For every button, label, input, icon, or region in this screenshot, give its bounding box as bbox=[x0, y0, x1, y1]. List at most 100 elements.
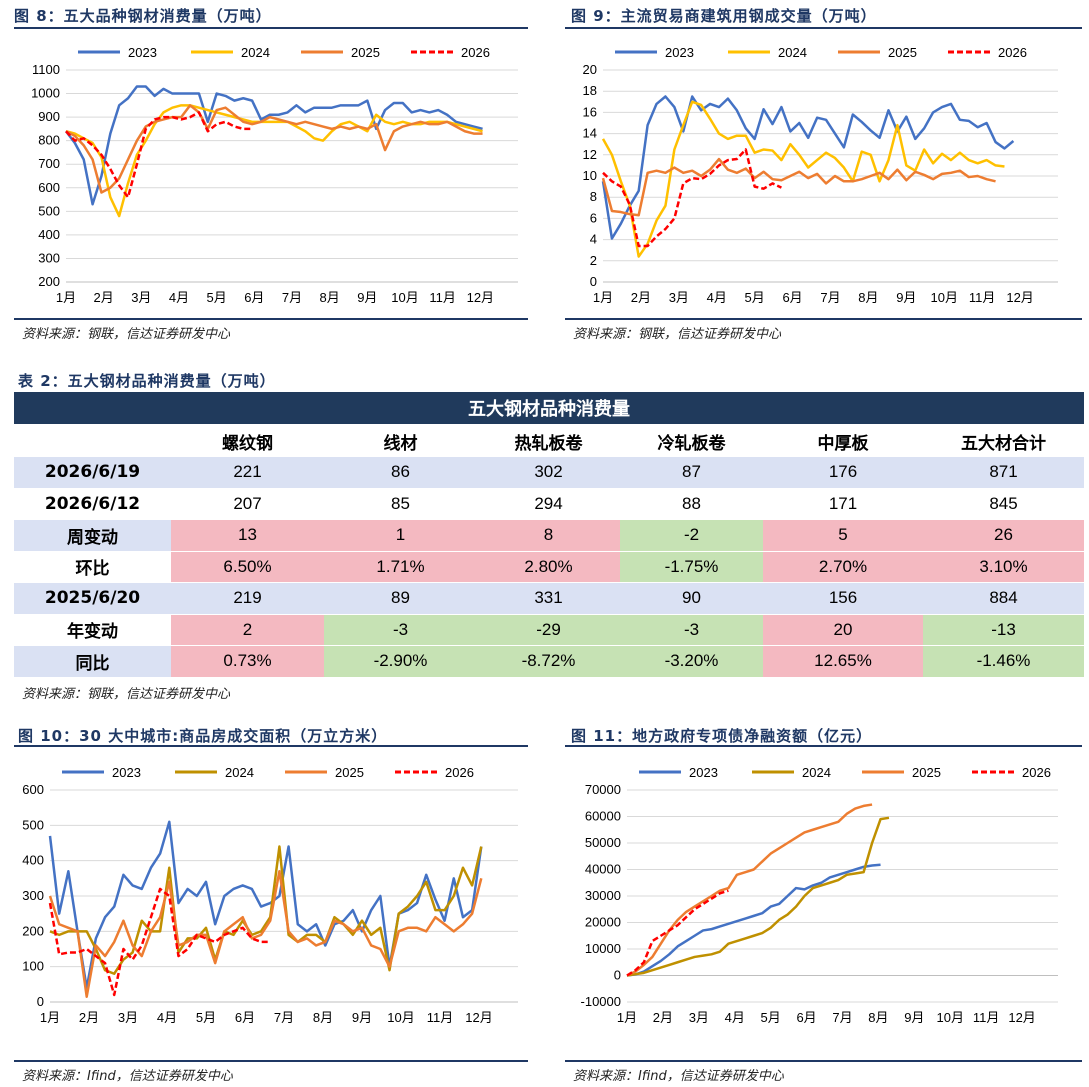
table-cell: 12.65% bbox=[763, 645, 923, 678]
x-tick-label: 4月 bbox=[725, 1010, 745, 1025]
table-cell: 13 bbox=[171, 519, 324, 552]
series-line-2023 bbox=[65, 85, 483, 206]
table-cell: 221 bbox=[171, 456, 324, 489]
x-tick-label: 6月 bbox=[796, 1010, 816, 1025]
y-tick-label: 1100 bbox=[32, 62, 60, 77]
x-tick-label: 10月 bbox=[931, 290, 958, 305]
table-header-cell: 五大材合计 bbox=[923, 425, 1085, 457]
y-tick-label: 70000 bbox=[585, 782, 621, 797]
y-tick-label: 400 bbox=[22, 853, 44, 868]
x-tick-label: 6月 bbox=[782, 290, 802, 305]
y-tick-label: 100 bbox=[22, 959, 44, 974]
table-cell: -1.46% bbox=[923, 645, 1085, 678]
legend-label: 2025 bbox=[912, 765, 941, 780]
table-cell: 2.80% bbox=[477, 551, 620, 583]
x-tick-label: 3月 bbox=[118, 1010, 138, 1025]
table-header-cell: 热轧板卷 bbox=[477, 425, 620, 457]
x-tick-label: 11月 bbox=[973, 1010, 1000, 1025]
x-tick-label: 9月 bbox=[357, 290, 377, 305]
table-cell: -2 bbox=[620, 519, 763, 552]
table-row-label: 环比 bbox=[14, 551, 171, 583]
x-tick-label: 10月 bbox=[387, 1010, 414, 1025]
legend-label: 2026 bbox=[445, 765, 474, 780]
figure-11-rule bbox=[565, 745, 1082, 747]
table-cell: -3 bbox=[324, 614, 477, 646]
series-line-2025 bbox=[601, 157, 996, 217]
table-row: 周变动 13 1 8 -2 5 26 bbox=[14, 519, 1085, 552]
table-header-cell: 螺纹钢 bbox=[171, 425, 324, 457]
figure-9-rule bbox=[565, 27, 1082, 29]
figure-11-source: 资料来源：Ifind，信达证券研发中心 bbox=[573, 1069, 784, 1084]
table-cell: 85 bbox=[324, 488, 477, 520]
figure-10-rule bbox=[14, 745, 528, 747]
x-tick-label: 8月 bbox=[868, 1010, 888, 1025]
table-row-label: 2026/6/19 bbox=[14, 456, 171, 489]
y-tick-label: 300 bbox=[38, 250, 60, 265]
table-cell: 26 bbox=[923, 519, 1085, 552]
legend-label: 2026 bbox=[1022, 765, 1051, 780]
y-tick-label: 0 bbox=[590, 274, 597, 289]
steel-consumption-table: 五大钢材品种消费量 螺纹钢 线材 热轧板卷 冷轧板卷 中厚板 五大材合计 2026/6/1… bbox=[14, 392, 1085, 678]
table-cell: 87 bbox=[620, 456, 763, 489]
series-line-2025 bbox=[626, 803, 873, 977]
table-cell: 88 bbox=[620, 488, 763, 520]
legend-label: 2026 bbox=[998, 45, 1027, 60]
table-row-label: 2025/6/20 bbox=[14, 582, 171, 615]
series-line-2023 bbox=[626, 863, 881, 977]
series-line-2024 bbox=[49, 845, 483, 975]
y-tick-label: 800 bbox=[38, 133, 60, 148]
x-tick-label: 6月 bbox=[235, 1010, 255, 1025]
table-row: 同比 0.73% -2.90% -8.72% -3.20% 12.65% -1.46% bbox=[14, 645, 1085, 678]
x-tick-label: 7月 bbox=[274, 1010, 294, 1025]
figure-10-source: 资料来源：Ifind，信达证券研发中心 bbox=[22, 1069, 233, 1084]
x-tick-label: 3月 bbox=[669, 290, 689, 305]
table-row-label: 2026/6/12 bbox=[14, 488, 171, 520]
legend-label: 2024 bbox=[241, 45, 270, 60]
y-tick-label: -10000 bbox=[581, 994, 621, 1009]
table-cell: -29 bbox=[477, 614, 620, 646]
x-tick-label: 9月 bbox=[352, 1010, 372, 1025]
x-tick-label: 2月 bbox=[653, 1010, 673, 1025]
y-tick-label: 12 bbox=[583, 147, 597, 162]
x-tick-label: 6月 bbox=[244, 290, 264, 305]
table-cell: 171 bbox=[763, 488, 923, 520]
y-tick-label: 0 bbox=[37, 994, 44, 1009]
y-tick-label: 700 bbox=[38, 156, 60, 171]
table-cell: 2.70% bbox=[763, 551, 923, 583]
y-tick-label: 200 bbox=[38, 274, 60, 289]
table-cell: 845 bbox=[923, 488, 1085, 520]
x-tick-label: 5月 bbox=[196, 1010, 216, 1025]
y-tick-label: 4 bbox=[590, 232, 597, 247]
y-tick-label: 600 bbox=[22, 782, 44, 797]
legend-label: 2023 bbox=[665, 45, 694, 60]
table-cell: 5 bbox=[763, 519, 923, 552]
x-tick-label: 5月 bbox=[207, 290, 227, 305]
series-line-2025 bbox=[65, 104, 483, 194]
legend-label: 2025 bbox=[351, 45, 380, 60]
y-tick-label: 20000 bbox=[585, 915, 621, 930]
x-tick-label: 5月 bbox=[761, 1010, 781, 1025]
figure-9-chart: 0 2 4 6 8 10 12 14 16 18 20 1月 2月 3月 4月 5月 6月 7月 8月 9月 10月 11… bbox=[583, 45, 1058, 305]
table-cell: 3.10% bbox=[923, 551, 1085, 583]
y-tick-label: 0 bbox=[614, 968, 621, 983]
x-tick-label: 11月 bbox=[429, 290, 456, 305]
figure-9-bottom-rule bbox=[565, 318, 1082, 320]
x-tick-label: 2月 bbox=[631, 290, 651, 305]
figure-10-bottom-rule bbox=[14, 1060, 528, 1062]
x-tick-label: 1月 bbox=[56, 290, 76, 305]
table-row: 年变动 2 -3 -29 -3 20 -13 bbox=[14, 614, 1085, 646]
table-banner: 五大钢材品种消费量 bbox=[14, 392, 1085, 426]
legend-label: 2023 bbox=[689, 765, 718, 780]
table-cell: -3.20% bbox=[620, 645, 763, 678]
table-cell: 207 bbox=[171, 488, 324, 520]
table-cell: 90 bbox=[620, 582, 763, 615]
table-cell: 2 bbox=[171, 614, 324, 646]
legend-label: 2023 bbox=[112, 765, 141, 780]
table-row-label: 年变动 bbox=[14, 614, 171, 646]
table-cell: 219 bbox=[171, 582, 324, 615]
x-tick-label: 1月 bbox=[40, 1010, 60, 1025]
table-row-label: 同比 bbox=[14, 645, 171, 678]
figure-8-bottom-rule bbox=[14, 318, 528, 320]
y-tick-label: 10 bbox=[583, 168, 597, 183]
y-tick-label: 10000 bbox=[585, 941, 621, 956]
